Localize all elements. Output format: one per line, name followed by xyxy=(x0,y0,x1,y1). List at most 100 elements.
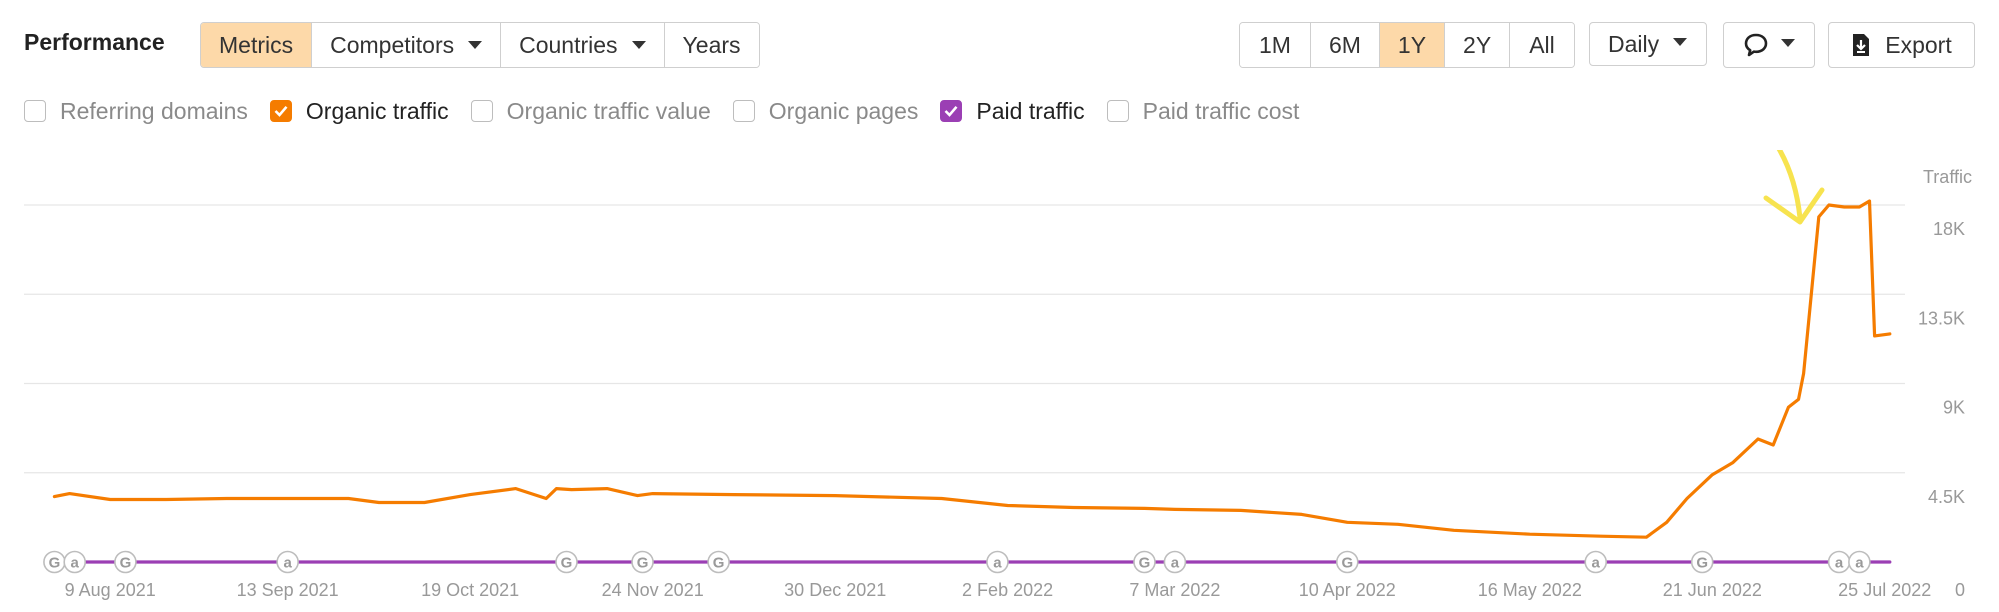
page-title: Performance xyxy=(24,29,165,55)
export-label: Export xyxy=(1885,31,1952,58)
tab-metrics-label: Metrics xyxy=(219,32,294,58)
google-update-marker: G xyxy=(43,550,66,574)
tab-competitors-label: Competitors xyxy=(330,32,455,58)
checkbox-organic-traffic-value[interactable]: Organic traffic value xyxy=(470,97,711,125)
ahrefs-update-marker: a xyxy=(986,550,1009,574)
range-1y-label: 1Y xyxy=(1397,32,1427,58)
range-all-button[interactable]: All xyxy=(1510,23,1574,67)
ahrefs-update-marker: a xyxy=(1163,550,1187,574)
marker-letter: a xyxy=(1592,555,1601,572)
range-1m-label: 1M xyxy=(1259,32,1291,58)
ahrefs-update-marker: a xyxy=(1848,550,1871,574)
range-1y-button[interactable]: 1Y xyxy=(1379,23,1446,67)
annotation-arrow xyxy=(1776,150,1803,221)
checkbox-label: Organic traffic xyxy=(305,97,449,124)
range-6m-button[interactable]: 6M xyxy=(1310,23,1380,67)
x-tick-label: 9 Aug 2021 xyxy=(65,580,156,600)
y-tick-label: 0 xyxy=(1955,580,1965,600)
interval-dropdown[interactable]: Daily xyxy=(1589,22,1707,66)
marker-letter: G xyxy=(1139,555,1151,572)
checkbox-label: Organic traffic value xyxy=(506,97,711,124)
caret-down-icon xyxy=(468,40,483,49)
x-tick-label: 30 Dec 2021 xyxy=(784,580,886,600)
checkbox-organic-pages[interactable]: Organic pages xyxy=(732,97,919,125)
x-tick-label: 2 Feb 2022 xyxy=(962,580,1053,600)
checkbox-paid-traffic-cost[interactable]: Paid traffic cost xyxy=(1106,97,1300,125)
checkbox-box[interactable] xyxy=(1106,100,1129,122)
range-6m-label: 6M xyxy=(1328,32,1361,58)
checkbox-box[interactable] xyxy=(732,100,755,122)
y-tick-label: 18K xyxy=(1933,219,1965,239)
x-tick-label: 24 Nov 2021 xyxy=(602,580,704,600)
x-tick-label: 16 May 2022 xyxy=(1478,580,1582,600)
tab-competitors[interactable]: Competitors xyxy=(312,23,502,67)
marker-letter: G xyxy=(120,555,132,572)
checkbox-label: Referring domains xyxy=(60,97,248,124)
toolbar: Performance Metrics Competitors Countrie… xyxy=(0,0,1999,80)
range-all-label: All xyxy=(1529,32,1555,58)
marker-circle xyxy=(1584,550,1608,574)
marker-circle xyxy=(986,550,1009,574)
ahrefs-update-marker: a xyxy=(276,550,299,574)
marker-circle xyxy=(114,550,137,574)
marker-letter: a xyxy=(1835,555,1844,572)
marker-letter: G xyxy=(561,555,573,572)
marker-letter: G xyxy=(49,555,61,572)
tab-countries[interactable]: Countries xyxy=(501,23,665,67)
checkbox-label: Paid traffic xyxy=(976,97,1085,124)
marker-letter: G xyxy=(637,555,649,572)
checkbox-label: Organic pages xyxy=(768,97,919,124)
checkbox-box[interactable] xyxy=(940,100,963,122)
google-update-marker: G xyxy=(1690,550,1714,574)
marker-letter: a xyxy=(1855,555,1864,572)
tab-metrics[interactable]: Metrics xyxy=(201,23,313,67)
x-tick-label: 7 Mar 2022 xyxy=(1129,580,1220,600)
checkbox-box[interactable] xyxy=(470,100,493,122)
traffic-chart: 0 4.5K 9K 13.5K 18K Traffic 9 Aug 2021 13 Sep 2… xyxy=(24,150,1972,600)
x-tick-label: 21 Jun 2022 xyxy=(1663,580,1762,600)
interval-label: Daily xyxy=(1608,30,1660,57)
marker-circle xyxy=(631,550,654,574)
marker-circle xyxy=(1335,550,1359,574)
range-2y-button[interactable]: 2Y xyxy=(1445,23,1511,67)
marker-letter: G xyxy=(1341,555,1353,572)
google-update-marker: G xyxy=(707,550,730,574)
download-icon xyxy=(1853,34,1870,56)
marker-circle xyxy=(276,550,299,574)
marker-letter: a xyxy=(71,555,80,572)
range-1m-button[interactable]: 1M xyxy=(1240,23,1311,67)
checkbox-box[interactable] xyxy=(24,100,46,122)
y-tick-label: 4.5K xyxy=(1928,487,1965,507)
tab-countries-label: Countries xyxy=(519,32,618,58)
x-tick-label: 25 Jul 2022 xyxy=(1838,580,1931,600)
annotation-arrowhead xyxy=(1763,187,1825,225)
tab-years-label: Years xyxy=(682,32,741,58)
range-selector: 1M 6M 1Y 2Y All xyxy=(1239,22,1575,68)
marker-circle xyxy=(63,550,87,574)
metric-checkboxes: Referring domains Organic traffic Organi… xyxy=(24,96,1321,126)
checkmark-icon xyxy=(944,105,958,117)
google-update-marker: G xyxy=(1335,550,1359,574)
ahrefs-update-marker: a xyxy=(1827,550,1851,574)
checkbox-referring-domains[interactable]: Referring domains xyxy=(24,98,248,125)
marker-letter: a xyxy=(1171,555,1180,572)
tab-years[interactable]: Years xyxy=(664,23,759,67)
checkbox-label: Paid traffic cost xyxy=(1142,97,1300,124)
x-tick-label: 19 Oct 2021 xyxy=(421,580,519,600)
checkbox-box[interactable] xyxy=(269,100,292,122)
google-update-marker: G xyxy=(555,550,578,574)
organic-traffic-line xyxy=(52,199,1892,539)
caret-down-icon xyxy=(1781,39,1795,47)
checkbox-paid-traffic[interactable]: Paid traffic xyxy=(940,97,1085,125)
ahrefs-update-marker: a xyxy=(1584,550,1608,574)
annotations-dropdown[interactable] xyxy=(1723,22,1815,68)
checkbox-organic-traffic[interactable]: Organic traffic xyxy=(269,97,449,125)
checkmark-icon xyxy=(274,105,288,117)
export-button[interactable]: Export xyxy=(1828,22,1975,68)
marker-circle xyxy=(1133,550,1156,574)
range-2y-label: 2Y xyxy=(1463,32,1492,58)
marker-circle xyxy=(1848,550,1871,574)
marker-letter: G xyxy=(713,555,725,572)
google-update-marker: G xyxy=(631,550,654,574)
caret-down-icon xyxy=(631,40,646,49)
